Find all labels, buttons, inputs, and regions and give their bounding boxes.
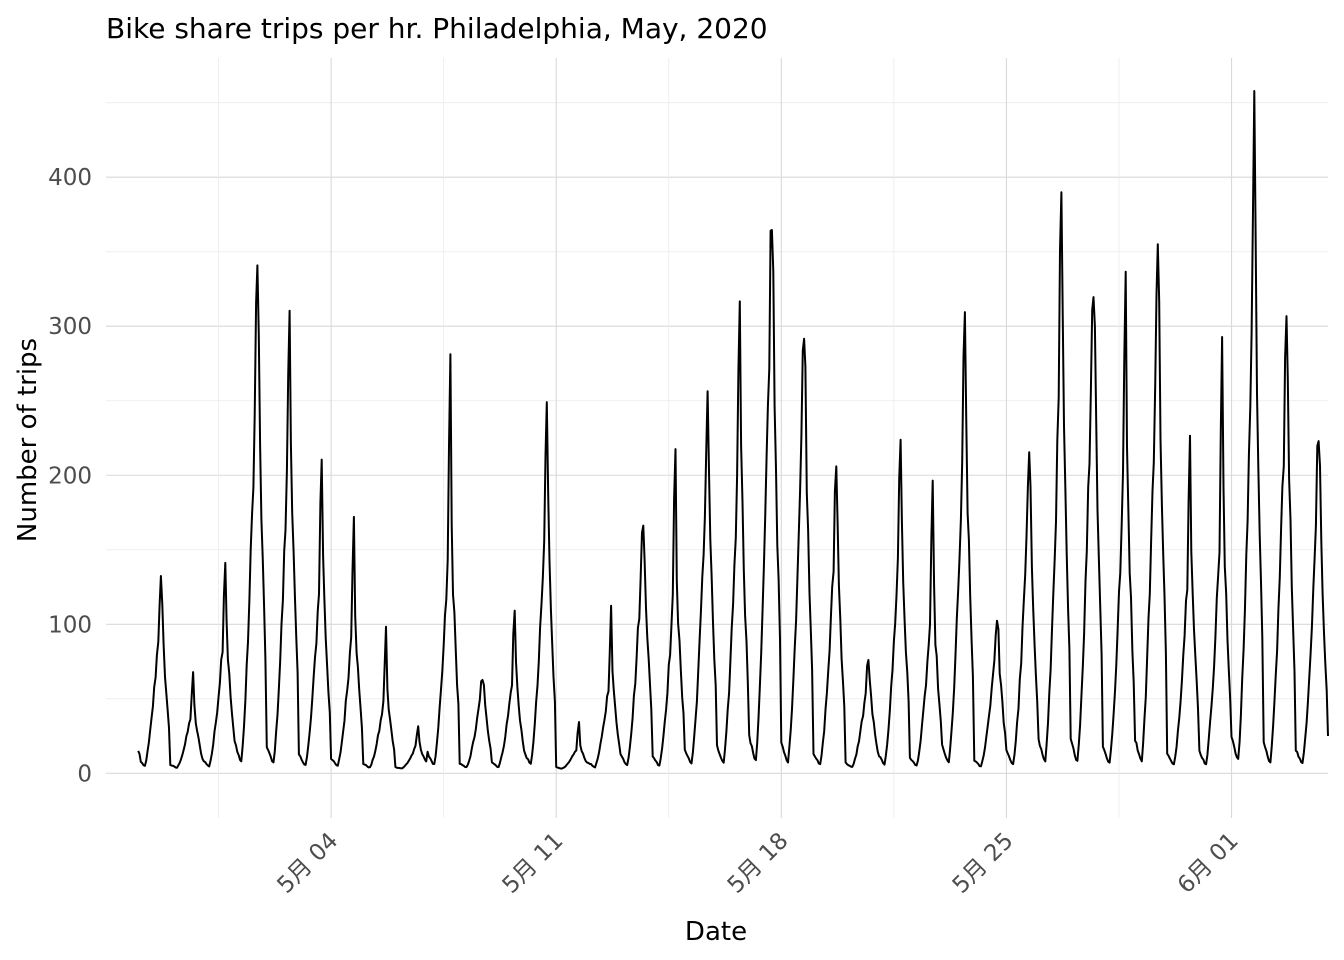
y-tick-label: 200 bbox=[48, 463, 92, 489]
y-axis-ticks: 0 100 200 300 400 bbox=[48, 165, 92, 787]
x-tick-label: 5月 04 bbox=[272, 828, 343, 899]
y-tick-label: 100 bbox=[48, 612, 92, 638]
y-axis-title: Number of trips bbox=[13, 338, 43, 542]
grid bbox=[106, 58, 1328, 818]
x-tick-label: 6月 01 bbox=[1173, 828, 1244, 899]
x-tick-label: 5月 11 bbox=[498, 828, 569, 899]
x-axis-title: Date bbox=[685, 917, 747, 947]
y-tick-label: 300 bbox=[48, 314, 92, 340]
x-tick-label: 5月 18 bbox=[723, 828, 794, 899]
y-tick-label: 400 bbox=[48, 165, 92, 191]
y-tick-label: 0 bbox=[77, 761, 92, 787]
trips-series-line bbox=[137, 90, 1329, 770]
chart-title: Bike share trips per hr. Philadelphia, M… bbox=[106, 12, 768, 45]
x-tick-label: 5月 25 bbox=[948, 828, 1019, 899]
x-axis-ticks: 5月 04 5月 11 5月 18 5月 25 6月 01 bbox=[272, 828, 1243, 899]
